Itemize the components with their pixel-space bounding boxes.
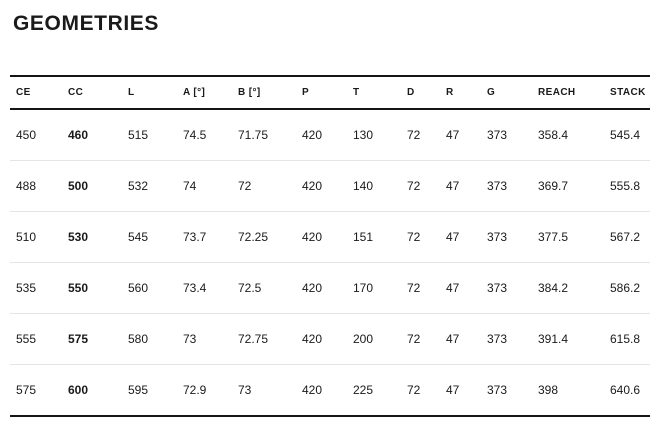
header-row: CE CC L A [°] B [°] P T D R G REACH STACK	[10, 76, 650, 110]
table-row: 510 530 545 73.7 72.25 420 151 72 47 373 377.5 567.…	[10, 211, 650, 263]
table-cell: 170	[347, 262, 401, 314]
table-cell: 575	[10, 364, 62, 417]
table-cell: 535	[10, 262, 62, 314]
column-header-ce: CE	[10, 76, 62, 110]
table-cell: 373	[481, 109, 532, 161]
table-cell: 72	[401, 109, 440, 161]
column-header-a: A [°]	[177, 76, 232, 110]
table-cell: 420	[296, 313, 347, 365]
table-cell: 72	[401, 262, 440, 314]
table-cell: 47	[440, 109, 481, 161]
column-header-g: G	[481, 76, 532, 110]
table-cell: 72.75	[232, 313, 296, 365]
table-cell: 225	[347, 364, 401, 417]
table-cell: 420	[296, 262, 347, 314]
table-cell: 151	[347, 211, 401, 263]
table-cell: 575	[62, 313, 122, 365]
table-cell: 398	[532, 364, 604, 417]
table-cell: 72	[232, 160, 296, 212]
table-cell: 358.4	[532, 109, 604, 161]
column-header-p: P	[296, 76, 347, 110]
table-cell: 73	[177, 313, 232, 365]
table-cell: 515	[122, 109, 177, 161]
table-cell: 545.4	[604, 109, 650, 161]
table-cell: 373	[481, 160, 532, 212]
table-cell: 580	[122, 313, 177, 365]
table-cell: 74	[177, 160, 232, 212]
table-cell: 600	[62, 364, 122, 417]
table-cell: 420	[296, 109, 347, 161]
column-header-cc: CC	[62, 76, 122, 110]
table-cell: 615.8	[604, 313, 650, 365]
table-cell: 373	[481, 364, 532, 417]
column-header-reach: REACH	[532, 76, 604, 110]
table-cell: 595	[122, 364, 177, 417]
table-cell: 640.6	[604, 364, 650, 417]
geometry-section: GEOMETRIES CE CC L A [°] B [°] P T D R G REACH STAC…	[0, 12, 650, 417]
table-cell: 510	[10, 211, 62, 263]
column-header-b: B [°]	[232, 76, 296, 110]
table-cell: 73.7	[177, 211, 232, 263]
table-cell: 384.2	[532, 262, 604, 314]
table-cell: 47	[440, 160, 481, 212]
column-header-t: T	[347, 76, 401, 110]
table-cell: 72	[401, 160, 440, 212]
table-cell: 74.5	[177, 109, 232, 161]
table-cell: 47	[440, 211, 481, 263]
table-cell: 72.9	[177, 364, 232, 417]
table-row: 555 575 580 73 72.75 420 200 72 47 373 391.4 615.8	[10, 313, 650, 365]
table-cell: 460	[62, 109, 122, 161]
column-header-r: R	[440, 76, 481, 110]
table-cell: 586.2	[604, 262, 650, 314]
table-row: 575 600 595 72.9 73 420 225 72 47 373 398 640.6	[10, 364, 650, 417]
geometry-table: CE CC L A [°] B [°] P T D R G REACH STACK 450 460 515…	[10, 75, 650, 417]
table-row: 535 550 560 73.4 72.5 420 170 72 47 373 384.2 586.2	[10, 262, 650, 314]
table-cell: 200	[347, 313, 401, 365]
table-cell: 530	[62, 211, 122, 263]
table-cell: 555	[10, 313, 62, 365]
table-cell: 545	[122, 211, 177, 263]
page-title: GEOMETRIES	[13, 12, 160, 35]
table-cell: 373	[481, 313, 532, 365]
table-cell: 450	[10, 109, 62, 161]
table-cell: 47	[440, 313, 481, 365]
column-header-d: D	[401, 76, 440, 110]
table-cell: 47	[440, 364, 481, 417]
table-cell: 130	[347, 109, 401, 161]
table-cell: 420	[296, 211, 347, 263]
table-cell: 72	[401, 211, 440, 263]
table-row: 488 500 532 74 72 420 140 72 47 373 369.7 555.8	[10, 160, 650, 212]
table-cell: 72	[401, 313, 440, 365]
column-header-stack: STACK	[604, 76, 650, 110]
table-cell: 373	[481, 262, 532, 314]
table-cell: 488	[10, 160, 62, 212]
table-cell: 377.5	[532, 211, 604, 263]
table-cell: 72.5	[232, 262, 296, 314]
table-cell: 391.4	[532, 313, 604, 365]
table-cell: 420	[296, 160, 347, 212]
table-cell: 72	[401, 364, 440, 417]
table-cell: 532	[122, 160, 177, 212]
table-cell: 72.25	[232, 211, 296, 263]
table-body: 450 460 515 74.5 71.75 420 130 72 47 373 358.4 545.…	[10, 109, 650, 417]
table-cell: 73.4	[177, 262, 232, 314]
table-cell: 500	[62, 160, 122, 212]
table-cell: 369.7	[532, 160, 604, 212]
table-cell: 373	[481, 211, 532, 263]
table-cell: 71.75	[232, 109, 296, 161]
table-cell: 555.8	[604, 160, 650, 212]
table-cell: 140	[347, 160, 401, 212]
table-cell: 560	[122, 262, 177, 314]
table-cell: 420	[296, 364, 347, 417]
table-cell: 73	[232, 364, 296, 417]
table-row: 450 460 515 74.5 71.75 420 130 72 47 373 358.4 545.…	[10, 109, 650, 161]
table-cell: 567.2	[604, 211, 650, 263]
column-header-l: L	[122, 76, 177, 110]
table-cell: 550	[62, 262, 122, 314]
table-cell: 47	[440, 262, 481, 314]
